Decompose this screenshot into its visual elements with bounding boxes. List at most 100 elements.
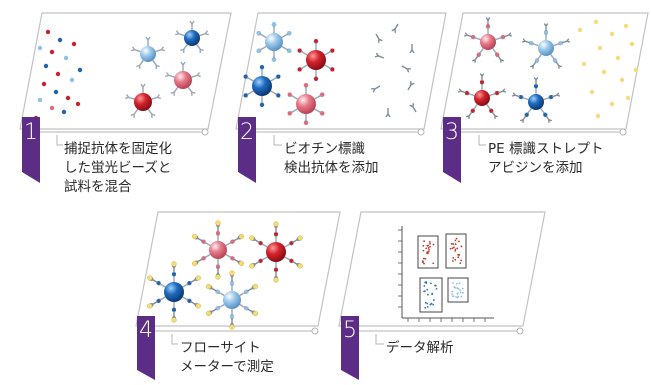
bead-pink [174,71,192,89]
pe-dot [147,304,152,309]
event-dot [423,285,425,287]
step-1-line-1: 捕捉抗体を固定化 [64,140,172,159]
pe-dot [239,261,244,266]
step-5-description: データ解析 [386,339,454,358]
event-dot [425,258,427,260]
pe-dot [196,276,201,281]
analyte-dot [260,103,264,107]
event-dot [456,238,458,240]
pe-particle [620,78,624,82]
event-dot [426,289,428,291]
pe-particle [634,68,638,72]
particle [66,96,70,100]
event-dot [462,292,464,294]
event-dot [457,292,459,294]
pe-dot [274,278,279,283]
event-dot [461,246,463,248]
analyte-dot [260,65,264,69]
particle [72,42,76,46]
step-3-number: 3 [445,120,459,145]
analyte-dot [244,94,248,98]
pe-particle [610,32,614,36]
event-dot [428,247,430,249]
panel-frame [20,13,231,129]
pe-dot [298,236,303,241]
event-dot [455,243,457,245]
pe-dot [216,221,221,226]
event-dot [422,261,424,263]
event-dot [455,249,457,251]
pe-dot [253,284,258,289]
event-dot [426,303,428,305]
event-dot [460,259,462,261]
event-dot [451,293,453,295]
analyte-dot [304,121,308,125]
analyte-dot [314,39,318,43]
event-dot [429,241,431,243]
particle [56,72,60,76]
step-5-panel [339,212,545,326]
antibody-arm [466,116,469,117]
analyte-dot [256,49,260,53]
pe-particle [594,20,598,24]
pe-dot [274,222,279,227]
bead-red [134,93,152,111]
step-2-panel [236,13,446,129]
analyte-dot [256,31,260,35]
event-dot [458,254,460,256]
event-dot [459,262,461,264]
pe-dot [206,311,211,316]
pe-particle [582,62,586,66]
event-dot [453,295,455,297]
pe-dot [192,234,197,239]
event-dot [455,239,457,241]
event-dot [427,306,429,308]
event-dot [454,259,456,261]
pe-dot [249,264,254,269]
particle [38,46,42,50]
event-dot [459,289,461,291]
bead-lblue [265,33,283,51]
analyte-dot [276,75,280,79]
antibody-arm [472,60,475,61]
event-dot [457,256,459,258]
event-dot [459,282,461,284]
event-dot [431,293,433,295]
step-4-panel [136,212,340,329]
event-dot [436,288,438,290]
analyte-dot [288,93,292,97]
event-dot [457,288,459,290]
particle [50,50,54,54]
antibody-arm [557,95,560,96]
analyte-dot [288,31,292,35]
bead-pink [480,34,496,50]
pe-particle [626,96,630,100]
event-dot [450,248,452,250]
analyte-dot [330,49,334,53]
event-dot [427,294,429,296]
bead-blue [184,30,200,46]
event-dot [423,258,425,260]
event-dot [433,299,435,301]
event-dot [452,247,454,249]
step-2-number: 2 [240,120,254,145]
particle [42,82,46,86]
event-dot [425,302,427,304]
panel-frame [236,13,446,129]
step-2-line-1: ビオチン標識 [284,140,379,159]
step-1-description: 捕捉抗体を固定化 した蛍光ビーズと 試料を混合 [64,140,172,197]
pe-dot [298,264,303,269]
bead-lblue [140,46,156,62]
pe-dot [196,304,201,309]
event-dot [452,282,454,284]
particle [46,30,50,34]
particle [54,90,58,94]
event-dot [429,243,431,245]
event-dot [456,248,458,250]
event-dot [452,243,454,245]
particle [62,110,66,114]
event-dot [428,251,430,253]
step-1-line-3: 試料を混合 [64,178,172,197]
pe-dot [172,262,177,267]
